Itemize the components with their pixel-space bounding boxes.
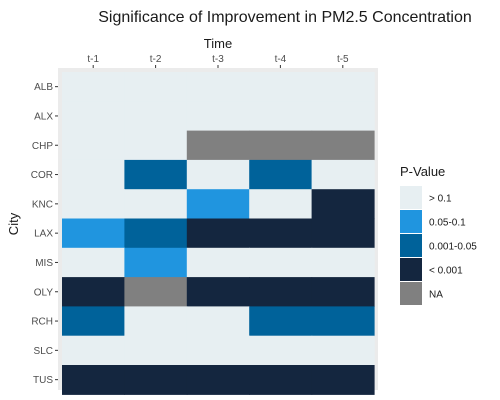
heatmap-cell-lax-t-4 — [249, 218, 313, 249]
x-tick-label: t-4 — [275, 54, 287, 65]
heatmap-cell-tus-t-2 — [124, 365, 188, 395]
heatmap-cell-knc-t-1 — [62, 189, 125, 220]
heatmap-cell-oly-t-3 — [186, 277, 250, 307]
heatmap-cell-mis-t-3 — [186, 247, 250, 278]
heatmap-cell-cor-t-3 — [186, 159, 250, 190]
y-tick-label: COR — [31, 170, 53, 181]
heatmap-cell-rch-t-3 — [186, 306, 250, 337]
y-tick-label: ALB — [34, 82, 53, 93]
legend-label: 0.05-0.1 — [429, 218, 466, 229]
y-tick-label: CHP — [32, 141, 53, 152]
heatmap-cell-alx-t-1 — [62, 101, 125, 132]
legend-swatch — [400, 282, 422, 305]
y-tick-label: TUS — [33, 375, 53, 386]
heatmap-cell-oly-t-4 — [249, 277, 313, 307]
heatmap-cell-mis-t-5 — [311, 247, 375, 278]
heatmap-cell-chp-t-3 — [186, 130, 250, 161]
y-tick-label: OLY — [34, 287, 54, 298]
y-tick-label: LAX — [34, 229, 53, 240]
heatmap-cell-oly-t-5 — [311, 277, 375, 307]
heatmap-cell-alb-t-1 — [62, 72, 125, 102]
heatmap-cell-alx-t-4 — [249, 101, 313, 132]
heatmap-cell-tus-t-5 — [311, 365, 375, 395]
heatmap-cell-chp-t-5 — [311, 130, 375, 161]
x-axis-title: Time — [204, 36, 232, 51]
heatmap-cell-alx-t-5 — [311, 101, 375, 132]
legend-label: NA — [429, 290, 443, 301]
legend-title: P-Value — [400, 164, 445, 179]
y-tick-label: RCH — [31, 317, 53, 328]
y-axis-title: City — [6, 212, 21, 235]
heatmap-cell-mis-t-1 — [62, 247, 125, 278]
legend-swatch — [400, 186, 422, 209]
legend-label: > 0.1 — [429, 194, 452, 205]
heatmap-cell-alb-t-5 — [311, 72, 375, 102]
heatmap-cell-slc-t-3 — [186, 335, 250, 366]
heatmap-cells — [62, 72, 375, 395]
heatmap-cell-alb-t-4 — [249, 72, 313, 102]
chart-title: Significance of Improvement in PM2.5 Con… — [98, 9, 472, 26]
heatmap-cell-chp-t-4 — [249, 130, 313, 161]
heatmap-cell-cor-t-2 — [124, 159, 188, 190]
heatmap-cell-alb-t-2 — [124, 72, 188, 102]
heatmap-cell-knc-t-2 — [124, 189, 188, 220]
heatmap-cell-chp-t-2 — [124, 130, 188, 161]
heatmap-cell-tus-t-4 — [249, 365, 313, 395]
x-tick-label: t-2 — [150, 54, 162, 65]
heatmap-cell-cor-t-1 — [62, 159, 125, 190]
y-tick-label: MIS — [35, 258, 53, 269]
heatmap-cell-tus-t-3 — [186, 365, 250, 395]
legend-swatch — [400, 210, 422, 233]
heatmap-cell-lax-t-5 — [311, 218, 375, 249]
heatmap-cell-knc-t-4 — [249, 189, 313, 220]
x-tick-label: t-3 — [212, 54, 224, 65]
y-tick-label: KNC — [32, 199, 53, 210]
heatmap-cell-oly-t-2 — [124, 277, 188, 307]
legend-swatch — [400, 234, 422, 257]
y-tick-label: ALX — [34, 111, 53, 122]
heatmap-cell-rch-t-1 — [62, 306, 125, 337]
heatmap-cell-cor-t-5 — [311, 159, 375, 190]
y-tick-label: SLC — [34, 346, 53, 357]
heatmap-cell-alx-t-3 — [186, 101, 250, 132]
heatmap-cell-oly-t-1 — [62, 277, 125, 307]
heatmap-cell-chp-t-1 — [62, 130, 125, 161]
heatmap-cell-alb-t-3 — [186, 72, 250, 102]
y-axis-ticks: ALB ALX CHP COR KNC LAX MIS OLY RCH SLC TUS — [31, 82, 58, 386]
legend-label: 0.001-0.05 — [429, 242, 477, 253]
heatmap-cell-tus-t-1 — [62, 365, 125, 395]
heatmap-cell-lax-t-3 — [186, 218, 250, 249]
heatmap-cell-rch-t-4 — [249, 306, 313, 337]
heatmap-cell-cor-t-4 — [249, 159, 313, 190]
x-axis-ticks: t-1 t-2 t-3 t-4 t-5 — [87, 54, 349, 68]
heatmap-cell-rch-t-5 — [311, 306, 375, 337]
heatmap-cell-knc-t-5 — [311, 189, 375, 220]
heatmap-cell-slc-t-2 — [124, 335, 188, 366]
legend-label: < 0.001 — [429, 266, 463, 277]
heatmap-cell-lax-t-1 — [62, 218, 125, 249]
heatmap-cell-mis-t-2 — [124, 247, 188, 278]
legend: P-Value > 0.1 0.05-0.1 0.001-0.05 < 0.001 NA — [400, 164, 477, 305]
x-tick-label: t-1 — [87, 54, 99, 65]
heatmap-cell-slc-t-4 — [249, 335, 313, 366]
heatmap-cell-slc-t-5 — [311, 335, 375, 366]
heatmap-cell-rch-t-2 — [124, 306, 188, 337]
heatmap-cell-lax-t-2 — [124, 218, 188, 249]
heatmap-cell-mis-t-4 — [249, 247, 313, 278]
x-tick-label: t-5 — [337, 54, 349, 65]
heatmap-cell-slc-t-1 — [62, 335, 125, 366]
legend-swatch — [400, 258, 422, 281]
heatmap-cell-knc-t-3 — [186, 189, 250, 220]
legend-items: > 0.1 0.05-0.1 0.001-0.05 < 0.001 NA — [400, 186, 477, 305]
heatmap-cell-alx-t-2 — [124, 101, 188, 132]
